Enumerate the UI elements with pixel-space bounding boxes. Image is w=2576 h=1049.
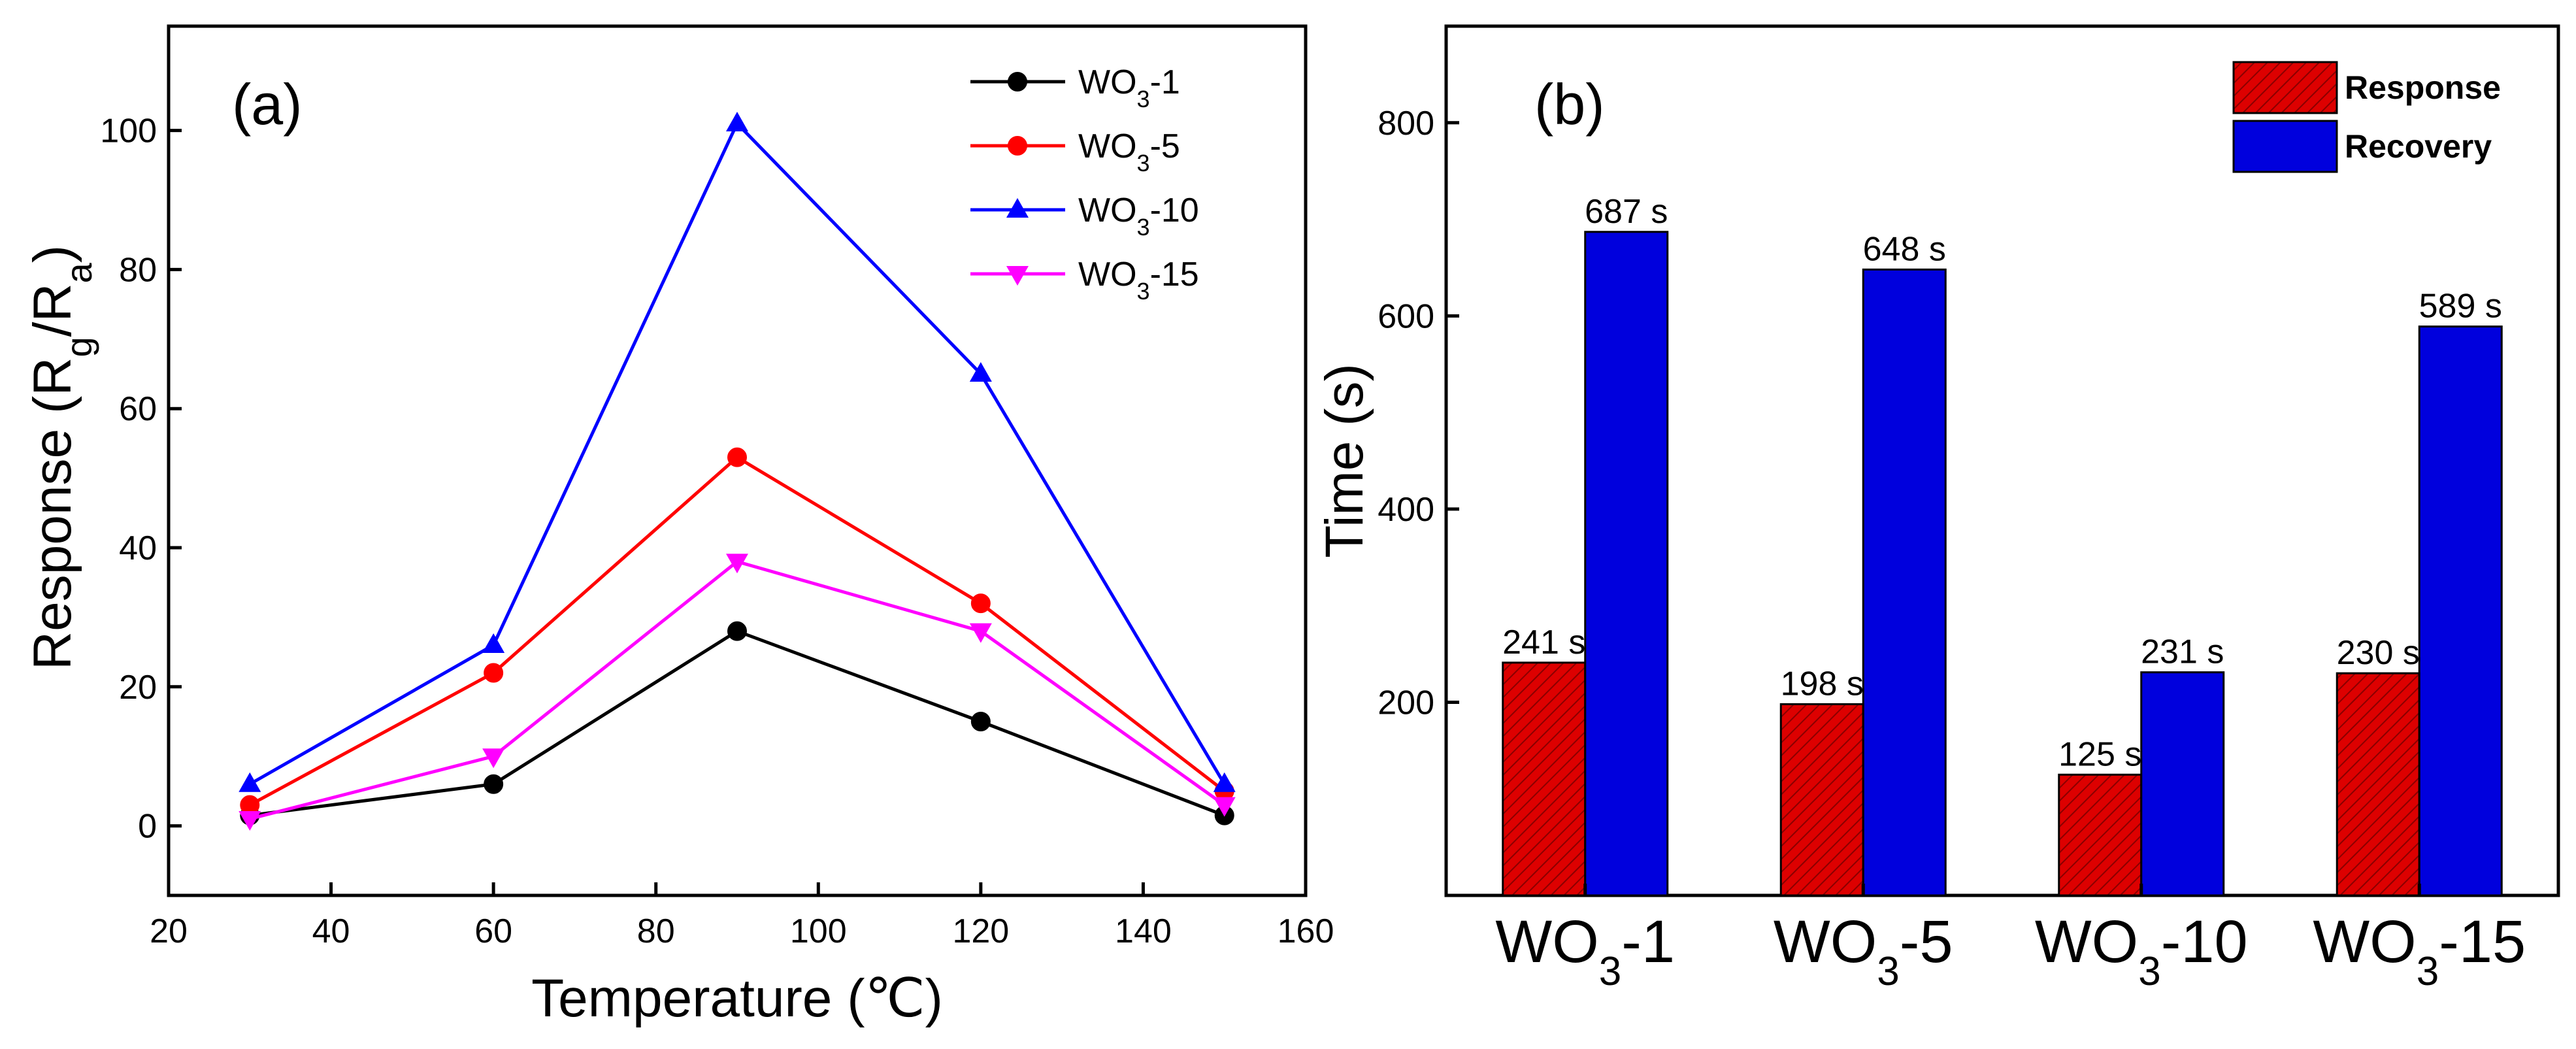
y-tick-label-a: 60	[119, 390, 157, 428]
x-tick-label-a: 160	[1278, 912, 1334, 950]
x-tick-label-a: 100	[790, 912, 847, 950]
y-tick-label-a: 20	[119, 669, 157, 707]
data-point-WO3-1	[727, 621, 747, 641]
legend-label-WO3-1: WO3-1	[1078, 63, 1180, 112]
data-point-WO3-5	[727, 447, 747, 467]
y-tick-label-a: 100	[100, 112, 157, 150]
legend-b: Response Recovery	[2232, 61, 2501, 173]
x-tick-label-a: 140	[1115, 912, 1172, 950]
data-point-WO3-15	[1213, 797, 1236, 817]
bar-response-WO3-1	[1502, 661, 1587, 897]
legend-a: WO3-1 WO3-5 WO3-10 WO3-15	[970, 63, 1199, 305]
legend-swatch-response	[2232, 61, 2338, 114]
category-label-WO3-1: WO3-1	[1495, 908, 1675, 994]
x-axis-a: 20 40 60 80 100 120 140 160	[150, 882, 1334, 950]
y-tick-label-b: 400	[1378, 491, 1434, 529]
bar-label-recovery-WO3-5: 648 s	[1863, 230, 1946, 268]
bar-label-recovery-WO3-10: 231 s	[2141, 633, 2224, 671]
category-label-WO3-5: WO3-5	[1774, 908, 1953, 994]
y-tick-label-a: 40	[119, 529, 157, 567]
category-label-WO3-10: WO3-10	[2035, 908, 2248, 994]
y-axis-a: 0 20 40 60 80 100	[100, 112, 182, 846]
y-tick-label-b: 800	[1378, 105, 1434, 142]
legend-label-response: Response	[2345, 69, 2501, 106]
legend-label-WO3-5: WO3-5	[1078, 127, 1180, 176]
data-point-WO3-5	[970, 593, 991, 614]
bar-recovery-WO3-1	[1584, 231, 1669, 897]
line-chart-panel-a: (a) 20 40 60 80 100 120 140 160 0 20 40 60 80 100 WO…	[23, 24, 1334, 1028]
bar-recovery-WO3-15	[2418, 325, 2503, 897]
series-line-WO3-1	[249, 629, 1225, 818]
x-tick-label-a: 120	[952, 912, 1009, 950]
data-point-WO3-10	[239, 772, 261, 792]
bar-response-WO3-10	[2058, 773, 2143, 897]
data-point-WO3-10	[726, 111, 748, 131]
data-point-WO3-15	[969, 623, 992, 643]
y-tick-label-b: 200	[1378, 684, 1434, 722]
plot-b-frame	[1444, 24, 2560, 897]
data-point-WO3-15	[482, 748, 505, 769]
legend-marker-WO3-5	[1008, 136, 1027, 156]
data-point-WO3-5	[484, 663, 504, 683]
legend-marker-WO3-1	[1008, 72, 1027, 92]
bar-response-WO3-5	[1779, 703, 1864, 897]
bar-label-response-WO3-1: 241 s	[1502, 624, 1585, 661]
y-tick-label-b: 600	[1378, 297, 1434, 335]
x-tick-label-a: 60	[474, 912, 512, 950]
panel-a-label: (a)	[232, 72, 303, 137]
x-tick-label-a: 20	[150, 912, 188, 950]
data-point-WO3-1	[484, 774, 504, 794]
panel-b-label: (b)	[1534, 72, 1605, 137]
data-point-WO3-1	[970, 712, 991, 731]
legend-marker-WO3-10	[1006, 198, 1029, 218]
y-axis-label-b: Time (s)	[1315, 363, 1374, 558]
legend-label-WO3-15: WO3-15	[1078, 256, 1199, 305]
bar-recovery-WO3-10	[2140, 671, 2225, 897]
series-lines-a	[239, 111, 1236, 831]
x-axis-label-a: Temperature (℃)	[531, 969, 943, 1028]
data-point-WO3-10	[969, 362, 992, 382]
plot-a-frame	[167, 24, 1308, 897]
bar-chart-panel-b: (b) 200 400 600 800 241 s 687 s 198 s 648 s 125…	[1315, 24, 2560, 994]
bar-recovery-WO3-5	[1862, 268, 1947, 897]
category-label-WO3-15: WO3-15	[2313, 908, 2526, 994]
legend-marker-WO3-15	[1006, 266, 1029, 286]
bars-b: 241 s 687 s 198 s 648 s 125 s 231 s 230 s 589 s	[1502, 193, 2503, 897]
x-axis-b: WO3-1 WO3-5 WO3-10 WO3-15	[1495, 884, 2526, 994]
x-tick-label-a: 80	[637, 912, 675, 950]
data-point-WO3-15	[726, 554, 748, 574]
y-tick-label-a: 80	[119, 251, 157, 289]
bar-response-WO3-15	[2336, 672, 2420, 897]
bar-label-recovery-WO3-1: 687 s	[1585, 193, 1668, 231]
data-point-WO3-15	[239, 810, 261, 831]
data-point-WO3-10	[482, 633, 505, 653]
series-line-WO3-15	[249, 559, 1226, 821]
x-tick-label-a: 40	[312, 912, 350, 950]
bar-label-response-WO3-10: 125 s	[2058, 735, 2141, 773]
y-axis-label-a: Response (Rg/Ra)	[23, 245, 99, 670]
legend-swatch-recovery	[2232, 120, 2338, 173]
data-point-WO3-10	[1213, 772, 1236, 792]
y-tick-label-a: 0	[138, 808, 157, 846]
bar-label-recovery-WO3-15: 589 s	[2419, 288, 2502, 325]
legend-label-recovery: Recovery	[2345, 128, 2492, 165]
y-axis-b: 200 400 600 800	[1378, 105, 1459, 722]
bar-label-response-WO3-15: 230 s	[2337, 634, 2420, 672]
legend-label-WO3-10: WO3-10	[1078, 191, 1199, 241]
bar-label-response-WO3-5: 198 s	[1781, 665, 1864, 703]
